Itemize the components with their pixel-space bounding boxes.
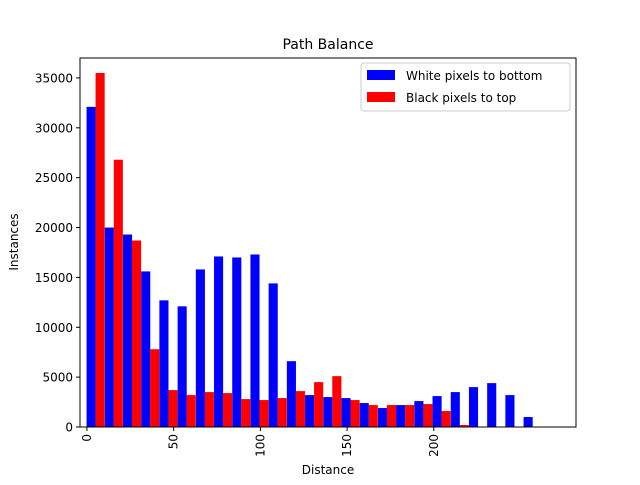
- y-tick-label: 35000: [35, 71, 73, 85]
- y-tick-label: 15000: [35, 271, 73, 285]
- chart-title: Path Balance: [282, 37, 373, 53]
- bar-white-pixels-15: [359, 403, 369, 427]
- bar-black-pixels-6: [204, 392, 214, 427]
- x-axis-label: Distance: [302, 463, 354, 477]
- bar-white-pixels-1: [104, 227, 114, 427]
- bar-white-pixels-5: [177, 306, 187, 427]
- bar-black-pixels-20: [459, 425, 469, 427]
- y-tick-label: 30000: [35, 121, 73, 135]
- bar-black-pixels-9: [259, 400, 269, 427]
- bar-black-pixels-2: [131, 240, 142, 427]
- bar-white-pixels-14: [341, 398, 351, 427]
- bar-black-pixels-15: [368, 405, 378, 427]
- y-tick-label: 10000: [35, 321, 73, 335]
- legend-label-white-pixels: White pixels to bottom: [406, 69, 542, 83]
- y-ticks: 0 5000 10000 15000 20000 25000 30000 35000: [35, 71, 80, 435]
- legend-label-black-pixels: Black pixels to top: [406, 91, 516, 105]
- y-tick-label: 20000: [35, 221, 73, 235]
- bar-white-pixels-11: [286, 361, 296, 427]
- plot-frame: [79, 57, 577, 428]
- bar-white-pixels-13: [323, 397, 333, 427]
- bar-black-pixels-11: [295, 391, 305, 427]
- bar-black-pixels-3: [150, 349, 160, 427]
- legend-frame: [360, 62, 571, 112]
- bar-black-pixels-0: [95, 72, 105, 428]
- legend: White pixels to bottom Black pixels to t…: [360, 62, 571, 112]
- bar-white-pixels-9: [250, 254, 260, 427]
- x-tick-label: 100: [253, 434, 267, 457]
- y-tick-label: 0: [65, 421, 73, 435]
- bar-white-pixels-8: [232, 257, 242, 427]
- bar-white-pixels-18: [414, 401, 424, 427]
- legend-swatch-black-pixels: [367, 92, 395, 102]
- bar-white-pixels-2: [122, 234, 133, 427]
- bar-black-pixels-13: [332, 376, 342, 427]
- x-tick-label: 150: [340, 434, 354, 457]
- bar-white-pixels-17: [396, 405, 406, 427]
- bar-white-pixels-24: [523, 417, 533, 427]
- bar-white-pixels-19: [432, 396, 442, 427]
- bar-white-pixels-3: [141, 271, 151, 427]
- bar-black-pixels-10: [277, 398, 287, 427]
- x-tick-label: 50: [167, 434, 181, 449]
- bar-white-pixels-12: [305, 395, 315, 427]
- bar-white-pixels-16: [377, 408, 387, 427]
- x-ticks: 0 50 100 150 200: [80, 427, 441, 457]
- bar-white-pixels-21: [468, 387, 479, 427]
- y-tick-label: 25000: [35, 171, 73, 185]
- bar-white-pixels-4: [159, 300, 169, 427]
- y-axis-label: Instances: [7, 213, 21, 270]
- bar-black-pixels-1: [113, 159, 123, 427]
- bar-black-pixels-8: [241, 399, 251, 427]
- bar-white-pixels-23: [505, 395, 515, 427]
- bar-white-pixels-20: [450, 392, 460, 427]
- bar-white-pixels-0: [86, 106, 96, 428]
- x-tick-label: 200: [427, 434, 441, 457]
- bar-black-pixels-4: [168, 390, 178, 427]
- bar-black-pixels-16: [386, 405, 397, 427]
- bar-black-pixels-5: [186, 395, 196, 427]
- y-tick-label: 5000: [42, 371, 73, 385]
- bar-black-pixels-17: [405, 405, 415, 427]
- bar-white-pixels-10: [268, 283, 278, 427]
- bar-black-pixels-18: [423, 404, 433, 427]
- legend-swatch-white-pixels: [367, 70, 395, 80]
- bar-white-pixels-7: [214, 256, 224, 427]
- bar-black-pixels-7: [223, 393, 233, 427]
- bars-layer: [86, 72, 533, 428]
- bar-white-pixels-6: [195, 269, 205, 427]
- bar-black-pixels-19: [441, 411, 451, 427]
- bar-black-pixels-14: [350, 400, 360, 427]
- bar-white-pixels-22: [487, 383, 497, 427]
- bar-black-pixels-12: [314, 382, 324, 427]
- x-tick-label: 0: [80, 434, 94, 442]
